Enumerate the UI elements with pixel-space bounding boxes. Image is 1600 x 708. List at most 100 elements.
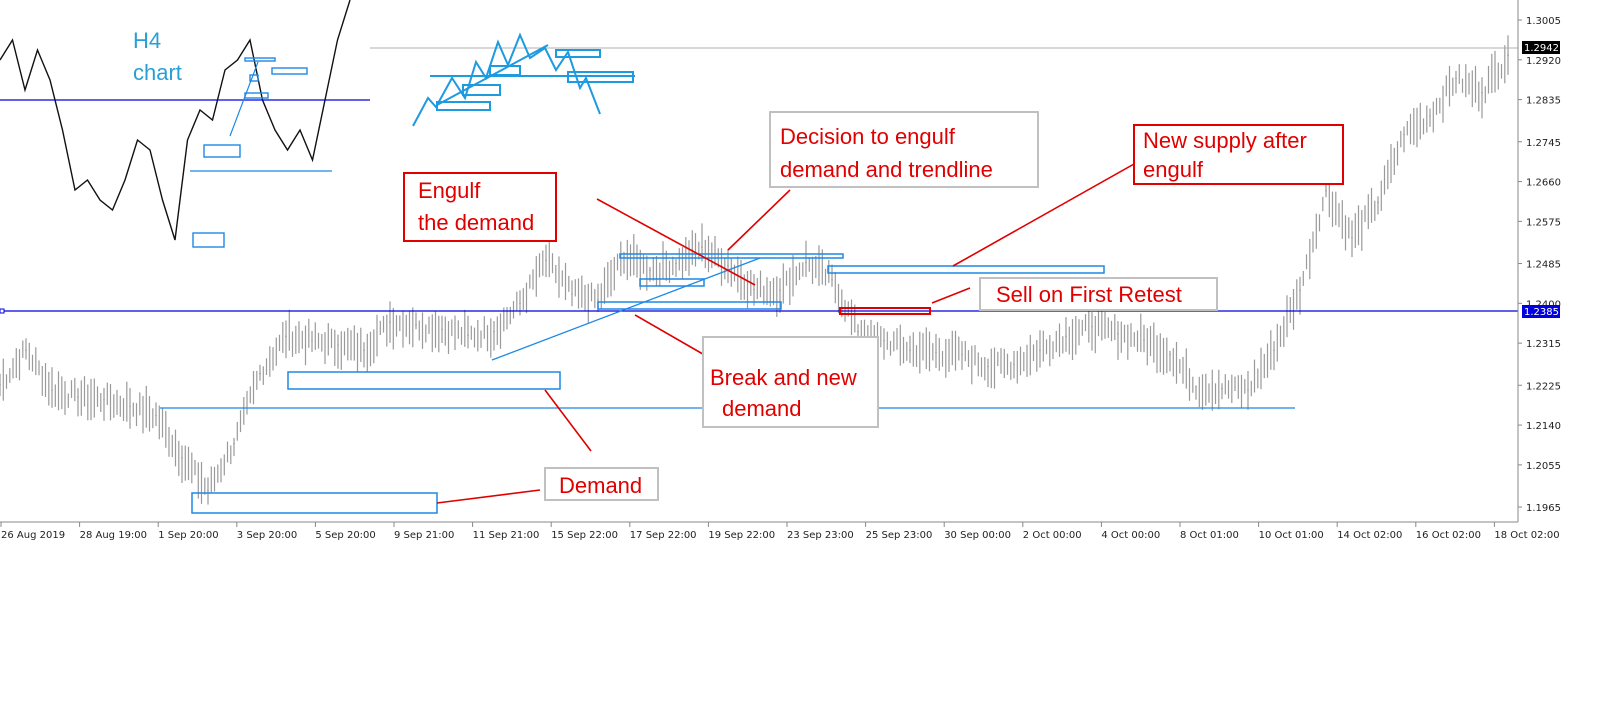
price-point — [571, 293, 573, 295]
small-zone[interactable] — [639, 278, 705, 287]
price-point — [831, 279, 833, 281]
price-point — [363, 349, 365, 351]
svg-text:the demand: the demand — [418, 210, 534, 235]
new-demand-zone[interactable] — [597, 301, 782, 310]
svg-text:Sell on First Retest: Sell on First Retest — [996, 282, 1182, 307]
price-tick-label: 1.2920 — [1526, 56, 1561, 67]
price-point — [961, 354, 963, 356]
time-tick-label: 17 Sep 22:00 — [630, 530, 697, 541]
price-point — [389, 321, 391, 323]
level-price-label: 1.2385 — [1522, 305, 1560, 318]
price-point — [519, 302, 521, 304]
inset-zone — [249, 74, 259, 82]
time-tick-label: 9 Sep 21:00 — [394, 530, 454, 541]
inset-h4-chart: H4 chart — [0, 0, 370, 248]
svg-text:Break and new: Break and new — [710, 365, 857, 390]
annotation-new-supply[interactable]: New supply after engulf — [1133, 124, 1344, 185]
price-point — [129, 405, 131, 407]
current-price-label: 1.2942 — [1522, 41, 1560, 54]
price-point — [1507, 54, 1509, 56]
price-tick-label: 1.2485 — [1526, 260, 1561, 271]
annotation-sell[interactable]: Sell on First Retest — [979, 277, 1218, 311]
price-point — [1273, 349, 1275, 351]
price-tick-label: 1.3005 — [1526, 16, 1561, 27]
inset-price-line — [0, 0, 351, 241]
time-tick-label: 11 Sep 21:00 — [473, 530, 540, 541]
annotation-demand[interactable]: Demand — [544, 467, 659, 501]
svg-text:Demand: Demand — [559, 473, 642, 498]
price-point — [1039, 349, 1041, 351]
price-point — [597, 299, 599, 301]
price-point — [1091, 326, 1093, 328]
time-tick-label: 25 Sep 23:00 — [866, 530, 933, 541]
inset-zone — [203, 144, 241, 158]
time-tick-label: 1 Sep 20:00 — [158, 530, 218, 541]
price-point — [649, 269, 651, 271]
annotation-engulf[interactable]: Engulf the demand — [403, 172, 557, 242]
price-point — [493, 330, 495, 332]
inset-zone — [192, 232, 225, 248]
price-point — [909, 349, 911, 351]
price-point — [467, 334, 469, 336]
price-point — [1429, 115, 1431, 117]
level-line-handle[interactable] — [0, 308, 5, 314]
price-point — [0, 384, 1, 386]
inset-zone — [271, 67, 308, 75]
time-tick-label: 2 Oct 00:00 — [1023, 530, 1082, 541]
price-point — [779, 289, 781, 291]
time-axis[interactable]: 26 Aug 2019 28 Aug 19:00 1 Sep 20:00 3 Sep … — [0, 522, 1560, 541]
price-point — [1481, 92, 1483, 94]
svg-text:1.2385: 1.2385 — [1524, 307, 1559, 318]
svg-text:1.2942: 1.2942 — [1524, 43, 1559, 54]
price-tick-label: 1.2660 — [1526, 178, 1561, 189]
annotation-break[interactable]: Break and new demand — [702, 336, 879, 428]
inset-label-line1: H4 — [133, 28, 161, 53]
price-tick-label: 1.2055 — [1526, 461, 1561, 472]
supply-zone[interactable] — [827, 265, 1105, 274]
price-point — [311, 340, 313, 342]
price-point — [337, 344, 339, 346]
price-point — [623, 255, 625, 258]
time-tick-label: 16 Oct 02:00 — [1416, 530, 1481, 541]
pattern-sketch — [412, 32, 635, 127]
price-bars — [0, 35, 1509, 505]
price-point — [883, 340, 885, 342]
price-point — [935, 351, 937, 354]
inset-label-line2: chart — [133, 60, 182, 85]
price-tick-label: 1.2315 — [1526, 339, 1561, 350]
svg-text:demand and trendline: demand and trendline — [780, 157, 993, 182]
price-point — [675, 262, 677, 265]
inset-zone — [244, 57, 276, 62]
price-point — [1403, 134, 1405, 136]
price-point — [1169, 354, 1171, 356]
time-tick-label: 3 Sep 20:00 — [237, 530, 297, 541]
time-tick-label: 28 Aug 19:00 — [80, 530, 147, 541]
demand-zone-2[interactable] — [287, 371, 561, 390]
price-point — [181, 457, 183, 459]
time-tick-label: 26 Aug 2019 — [1, 530, 65, 541]
price-point — [103, 399, 105, 401]
price-point — [753, 288, 755, 290]
time-tick-label: 15 Sep 22:00 — [551, 530, 618, 541]
price-point — [1195, 386, 1197, 388]
price-tick-label: 1.2225 — [1526, 381, 1561, 392]
price-point — [1455, 77, 1457, 80]
price-point — [441, 328, 443, 330]
time-tick-label: 19 Sep 22:00 — [708, 530, 775, 541]
annotation-decision[interactable]: Decision to engulf demand and trendline — [769, 111, 1039, 188]
price-point — [77, 396, 79, 398]
time-tick-label: 23 Sep 23:00 — [787, 530, 854, 541]
price-point — [727, 265, 729, 267]
retest-zone[interactable] — [839, 307, 931, 315]
price-tick-label: 1.2745 — [1526, 138, 1561, 149]
range-zone[interactable] — [619, 253, 844, 259]
price-point — [155, 415, 157, 417]
price-point — [987, 365, 989, 368]
price-point — [1143, 339, 1145, 341]
price-point — [545, 259, 547, 261]
price-axis[interactable]: 1.3005 1.2920 1.2835 1.2745 1.2660 1.2575 1.24… — [1518, 16, 1561, 514]
price-point — [51, 389, 53, 391]
price-point — [25, 349, 27, 351]
time-tick-label: 18 Oct 02:00 — [1494, 530, 1559, 541]
